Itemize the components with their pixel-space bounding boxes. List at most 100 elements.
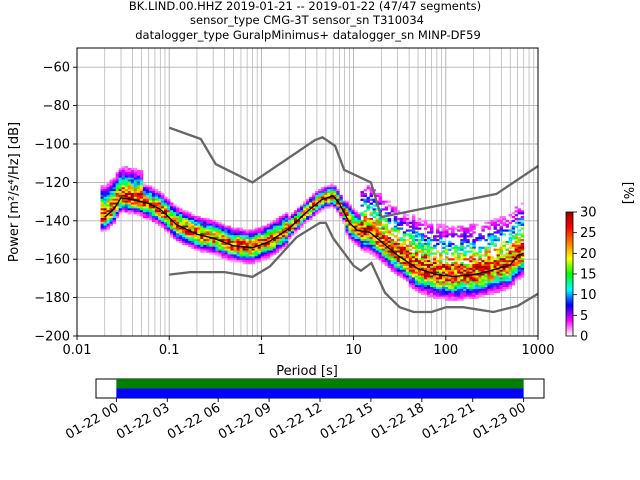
heatmap-cell [517, 262, 522, 265]
heatmap-cell [408, 225, 413, 228]
heatmap-cell [478, 292, 482, 296]
heatmap-cell [508, 283, 513, 286]
heatmap-cell [221, 248, 225, 251]
heatmap-cell [257, 246, 262, 249]
heatmap-cell [517, 273, 522, 276]
heatmap-cell [490, 265, 494, 269]
heatmap-cell [188, 235, 192, 238]
heatmap-cell [351, 216, 355, 219]
heatmap-cell [487, 237, 491, 240]
heatmap-cell [490, 242, 494, 246]
heatmap-cell [478, 277, 482, 280]
heatmap-cell [439, 240, 443, 244]
heatmap-cell [460, 283, 464, 286]
heatmap-cell [312, 202, 316, 205]
heatmap-cell [430, 262, 434, 265]
heatmap-cell [487, 225, 491, 228]
heatmap-cell [496, 231, 500, 234]
heatmap-cell [460, 273, 464, 276]
heatmap-cell [127, 187, 132, 190]
heatmap-cell [448, 273, 452, 276]
heatmap-cell [221, 256, 225, 259]
heatmap-cell [306, 198, 310, 201]
heatmap-cell [463, 254, 467, 257]
heatmap-cell [339, 216, 343, 219]
heatmap-cell [490, 288, 494, 292]
heatmap-cell [118, 179, 123, 182]
heatmap-cell [402, 217, 407, 221]
heatmap-cell [218, 237, 222, 240]
heatmap-cell [160, 221, 165, 224]
heatmap-cell [420, 233, 425, 236]
heatmap-cell [182, 229, 186, 232]
heatmap-cell [167, 210, 171, 213]
heatmap-cell [197, 248, 201, 251]
heatmap-cell [393, 265, 398, 269]
heatmap-cell [233, 252, 237, 255]
heatmap-cell [363, 192, 367, 196]
heatmap-cell [508, 287, 513, 290]
heatmap-cell [366, 242, 370, 246]
heatmap-cell [142, 208, 147, 211]
heatmap-cell [269, 254, 274, 257]
heatmap-cell [445, 229, 449, 232]
heatmap-cell [303, 206, 307, 209]
heatmap-cell [414, 246, 419, 249]
heatmap-cell [466, 229, 470, 232]
heatmap-cell [315, 194, 319, 198]
heatmap-cell [375, 194, 380, 198]
heatmap-cell [115, 194, 120, 198]
heatmap-cell [433, 269, 437, 272]
heatmap-cell [411, 231, 416, 234]
heatmap-cell [499, 244, 503, 248]
heatmap-cell [269, 242, 274, 246]
heatmap-cell [112, 196, 117, 200]
heatmap-cell [179, 208, 183, 211]
heatmap-cell [118, 194, 123, 198]
heatmap-cell [139, 202, 144, 205]
heatmap-cell [154, 214, 159, 217]
heatmap-cell [445, 273, 449, 276]
heatmap-cell [269, 246, 274, 249]
heatmap-cell [176, 237, 180, 240]
heatmap-cell [121, 175, 126, 178]
colorbar-tick-label: 0 [580, 330, 588, 345]
heatmap-cell [254, 227, 259, 230]
heatmap-cell [505, 281, 509, 284]
heatmap-cell [312, 196, 316, 200]
heatmap-cell [423, 267, 428, 271]
heatmap-cell [420, 256, 425, 259]
heatmap-cell [426, 262, 431, 265]
heatmap-cell [423, 260, 428, 263]
heatmap-cell [514, 269, 519, 272]
heatmap-cell [411, 256, 416, 259]
heatmap-cell [127, 191, 132, 194]
heatmap-cell [502, 269, 506, 272]
heatmap-cell [185, 216, 189, 219]
heatmap-cell [387, 260, 392, 263]
heatmap-cell [248, 262, 253, 265]
heatmap-cell [224, 244, 228, 248]
heatmap-cell [281, 229, 286, 232]
heatmap-cell [430, 231, 434, 234]
heatmap-cell [378, 246, 383, 249]
heatmap-cell [103, 187, 107, 190]
heatmap-cell [439, 271, 443, 274]
heatmap-cell [436, 225, 440, 228]
heatmap-cell [266, 246, 271, 249]
heatmap-cell [448, 277, 452, 280]
heatmap-cell [378, 196, 383, 200]
heatmap-cell [369, 242, 373, 246]
heatmap-cell [118, 189, 123, 192]
heatmap-cell [423, 248, 428, 251]
heatmap-cell [369, 192, 373, 196]
heatmap-cell [287, 225, 292, 228]
heatmap-cell [167, 212, 171, 215]
heatmap-cell [197, 225, 201, 228]
heatmap-cell [245, 239, 250, 242]
heatmap-cell [493, 288, 497, 292]
heatmap-cell [188, 221, 192, 224]
heatmap-cell [414, 267, 419, 271]
heatmap-cell [103, 194, 107, 198]
heatmap-cell [318, 210, 322, 213]
